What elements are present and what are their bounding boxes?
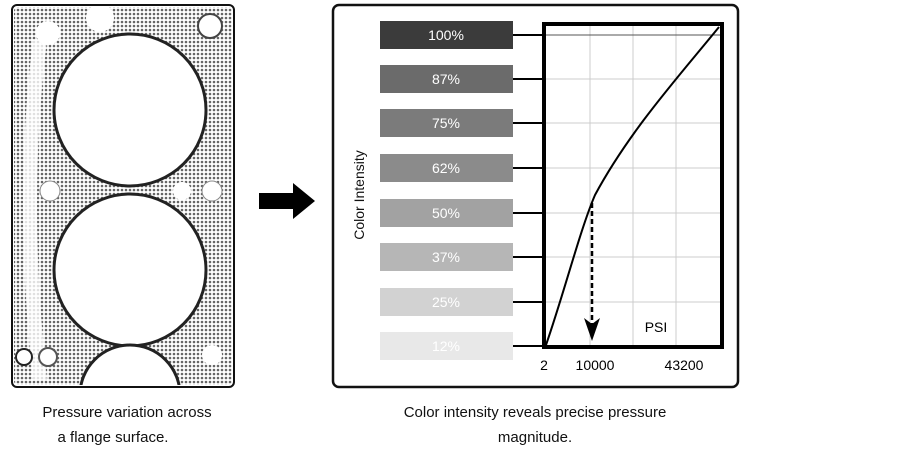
right-caption-line1: Color intensity reveals precise pressure (403, 404, 667, 421)
swatch-bar (380, 21, 513, 49)
intensity-swatch: 62% (380, 154, 546, 182)
swatch-label: 87% (432, 71, 460, 87)
swatch-bar (380, 199, 513, 227)
left-caption: Pressure variation across a flange surfa… (12, 400, 242, 450)
plot-frame (542, 22, 724, 349)
swatch-label: 75% (432, 115, 460, 131)
intensity-swatch: 75% (380, 109, 546, 137)
intensity-swatch: 37% (380, 243, 546, 271)
swatch-bar (380, 109, 513, 137)
intensity-swatch: 25% (380, 288, 546, 316)
swatch-label: 50% (432, 205, 460, 221)
left-caption-line2: a flange surface. (57, 429, 169, 446)
right-caption-line2: magnitude. (497, 429, 573, 446)
arrowhead-icon (584, 318, 600, 341)
swatch-bar (380, 65, 513, 93)
x-tick-label: 43200 (665, 357, 704, 373)
intensity-swatch: 100% (380, 21, 546, 49)
x-tick-label: 2 (540, 357, 548, 373)
left-caption-line1: Pressure variation across (42, 404, 212, 421)
flange-gasket-image (11, 4, 235, 388)
swatch-label: 37% (432, 249, 460, 265)
swatch-label: 62% (432, 160, 460, 176)
swatch-bar (380, 154, 513, 182)
swatch-bar (380, 332, 513, 360)
swatch-label: 100% (428, 27, 464, 43)
right-caption: Color intensity reveals precise pressure… (355, 400, 715, 450)
intensity-swatch: 87% (380, 65, 546, 93)
y-axis-label: Color Intensity (351, 150, 367, 239)
pressure-curve (545, 26, 720, 346)
right-arrow-icon (259, 183, 315, 219)
chart-panel (331, 3, 740, 389)
psi-label: PSI (645, 319, 668, 335)
swatch-label: 12% (432, 338, 460, 354)
swatch-label: 25% (432, 294, 460, 310)
swatch-bar (380, 243, 513, 271)
intensity-swatch: 12% (380, 332, 546, 360)
intensity-swatch: 50% (380, 199, 546, 227)
x-tick-label: 10000 (576, 357, 615, 373)
swatch-bar (380, 288, 513, 316)
